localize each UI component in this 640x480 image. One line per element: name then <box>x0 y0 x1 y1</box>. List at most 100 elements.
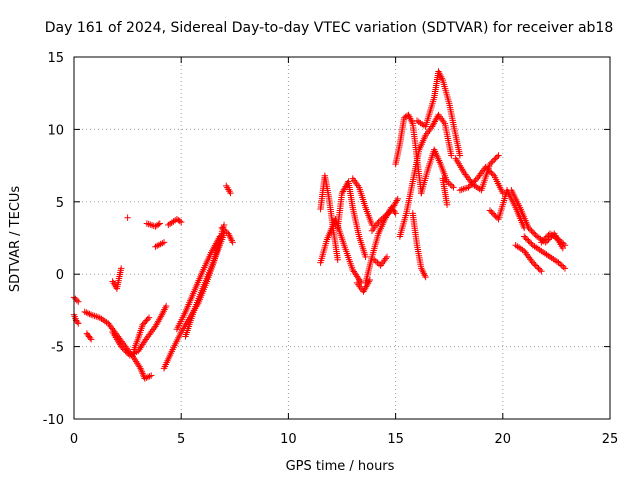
series-trace-g <box>124 214 131 221</box>
data-point <box>531 230 538 237</box>
data-point <box>221 227 229 234</box>
data-point <box>486 160 494 168</box>
series-trace-d <box>83 330 95 343</box>
data-point <box>526 226 534 233</box>
data-point <box>483 165 491 172</box>
data-point <box>422 273 429 281</box>
x-tick-label: 0 <box>70 432 78 447</box>
data-point <box>493 153 501 161</box>
data-point <box>556 237 564 245</box>
data-point <box>491 211 498 219</box>
data-point <box>86 310 93 318</box>
data-point <box>492 155 499 162</box>
y-tick-label: -10 <box>43 413 64 428</box>
data-point <box>81 308 88 316</box>
data-point <box>119 344 126 352</box>
data-point <box>458 186 465 193</box>
data-point <box>460 185 467 193</box>
data-point <box>443 178 451 185</box>
y-tick-label: 10 <box>47 123 64 138</box>
data-point <box>391 208 398 216</box>
data-point <box>366 276 374 284</box>
data-point <box>122 347 129 355</box>
data-point <box>538 268 545 275</box>
series-trace-j <box>152 239 168 250</box>
series-trace-z <box>396 111 455 240</box>
series-trace-i <box>130 314 153 353</box>
series-trace-ab <box>413 68 464 159</box>
data-point <box>489 171 496 178</box>
series-trace-h <box>143 220 163 230</box>
series-trace-ad <box>439 175 451 208</box>
data-point <box>532 262 539 269</box>
series-trace-n <box>182 221 228 340</box>
data-point <box>374 259 381 266</box>
data-point <box>73 297 81 304</box>
series-trace-ai <box>512 242 545 275</box>
data-point <box>447 181 454 188</box>
data-point <box>525 237 532 245</box>
data-point <box>137 344 144 351</box>
data-point <box>160 239 168 246</box>
series-trace-ah <box>508 187 567 252</box>
data-point <box>144 373 152 381</box>
data-point <box>141 337 148 345</box>
data-point <box>491 156 498 164</box>
data-point <box>529 229 537 236</box>
data-point <box>495 152 502 159</box>
x-tick-label: 5 <box>177 432 185 447</box>
data-point <box>142 336 150 343</box>
data-point <box>529 259 537 266</box>
data-point <box>448 152 455 159</box>
data-point <box>75 320 82 327</box>
data-point <box>143 220 151 227</box>
data-point <box>124 214 131 221</box>
data-point <box>123 349 131 356</box>
series-trace-o <box>218 224 236 246</box>
y-tick-label: -5 <box>51 341 64 356</box>
data-point <box>136 346 143 353</box>
data-point <box>375 218 382 226</box>
data-point <box>556 260 564 268</box>
x-tick-label: 10 <box>280 432 297 447</box>
data-point <box>362 253 369 261</box>
x-tick-labels: 0 5 10 15 20 25 <box>70 432 618 447</box>
data-point <box>144 315 151 323</box>
data-point <box>561 242 569 249</box>
data-point <box>394 195 401 203</box>
data-point <box>485 166 492 174</box>
data-point <box>488 159 495 166</box>
data-point <box>526 239 534 246</box>
data-point <box>135 347 142 355</box>
data-point <box>558 262 565 269</box>
data-point <box>372 257 379 265</box>
plot-frame <box>73 56 611 420</box>
y-tick-label: 0 <box>56 268 64 283</box>
data-point <box>141 375 148 382</box>
data-point <box>147 372 155 379</box>
data-point <box>138 342 145 350</box>
data-point <box>448 182 456 190</box>
axis-ticks <box>73 56 611 420</box>
data-point <box>535 265 542 272</box>
series-trace-p <box>223 182 234 197</box>
data-point <box>162 302 170 310</box>
data-point <box>531 260 538 268</box>
data-point <box>147 221 154 228</box>
y-tick-label: 5 <box>56 196 64 211</box>
data-point <box>156 220 163 227</box>
data-point <box>94 313 102 321</box>
data-point <box>541 236 548 243</box>
data-point <box>392 210 399 217</box>
data-point <box>227 189 234 197</box>
data-point <box>155 221 162 228</box>
data-points <box>70 68 569 382</box>
data-point <box>352 271 360 278</box>
data-point <box>87 336 95 343</box>
data-point <box>523 236 531 243</box>
data-point <box>354 274 362 282</box>
data-point <box>145 220 152 228</box>
data-point <box>492 213 499 220</box>
data-point <box>528 227 535 234</box>
series-trace-v <box>368 195 401 234</box>
